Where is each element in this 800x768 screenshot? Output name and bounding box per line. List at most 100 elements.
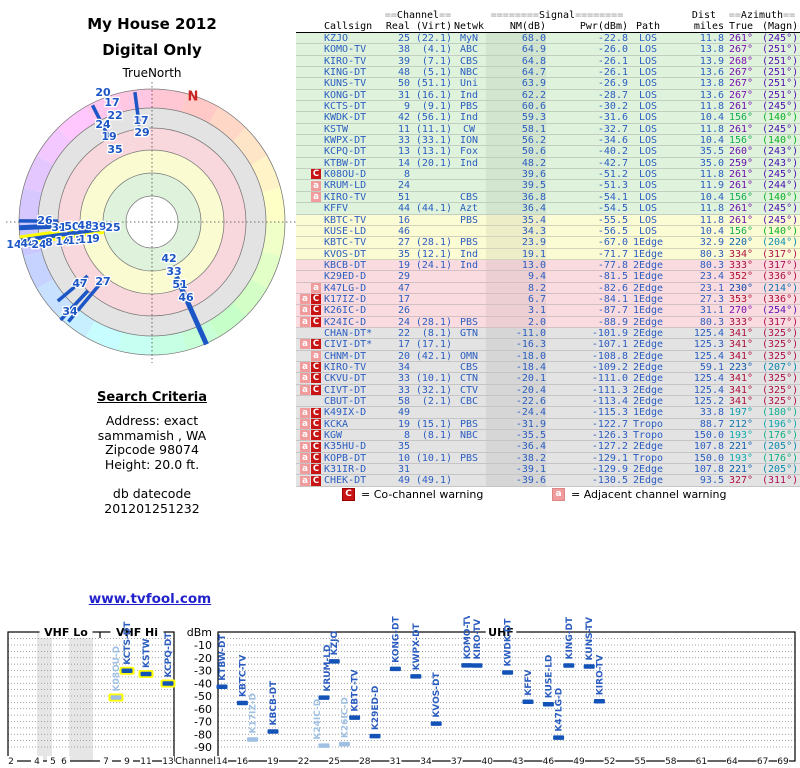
dbm-axis: dBm-10-20-30-40-50-60-70-80-90 xyxy=(187,626,212,754)
cell-nm-db: -38.2 xyxy=(486,452,546,464)
cell-path: LOS xyxy=(638,169,658,181)
cell-virtual-channel xyxy=(410,362,452,372)
channel-tick-label: 4 xyxy=(34,757,40,767)
cell-real-channel: 50 xyxy=(397,78,410,90)
co-channel-marker-icon: C xyxy=(311,430,321,441)
group-header-signal: ========Signal======== xyxy=(490,10,624,21)
cell-real-channel: 14 xyxy=(397,157,410,169)
cell-power-dbm: -42.7 xyxy=(597,157,628,169)
cell-virtual-channel: (2.1) xyxy=(421,396,452,407)
tvfool-home-link[interactable]: www.tvfool.com xyxy=(88,591,212,607)
table-row: a C K49IX-D 49 -24.4 -115.3 1Edge 33.8 197° (180°… xyxy=(296,407,800,419)
signal-bar xyxy=(349,715,361,720)
cell-path: LOS xyxy=(638,123,658,135)
cell-azimuth-magnetic: (140°) xyxy=(762,191,799,203)
cell-real-channel: 24 xyxy=(397,180,410,192)
adjacent-channel-marker-icon: a xyxy=(300,305,310,316)
col-pwr: Pwr(dBm) xyxy=(579,21,628,32)
cell-virtual-channel: (12.1) xyxy=(415,248,452,260)
cell-network: Ind xyxy=(459,89,479,101)
cell-azimuth-true: 261° xyxy=(729,214,754,226)
dbm-tick-label: -80 xyxy=(194,728,212,741)
station-label: KUNS-TV xyxy=(585,617,595,661)
co-channel-marker-icon: C xyxy=(311,339,321,350)
cell-nm-db: 60.6 xyxy=(486,101,546,112)
dbm-tick-label: -70 xyxy=(194,716,212,729)
table-row: CBUT-DT 58 (2.1) CBC -22.6 -113.4 2Edge 125.2 34… xyxy=(296,396,800,408)
table-row: a C CHEK-DT 49 (49.1) -39.6 -130.5 2Edge 93.5 327… xyxy=(296,475,800,487)
cell-azimuth-magnetic: (317°) xyxy=(762,248,799,260)
channel-tick-label: 5 xyxy=(50,757,56,767)
cell-power-dbm: -122.7 xyxy=(591,418,628,430)
cell-network: Ind xyxy=(459,259,479,271)
cell-nm-db: -35.5 xyxy=(486,430,546,441)
cell-path: 2Edge xyxy=(632,475,664,487)
search-city-line: sammamish , WA xyxy=(97,427,207,443)
table-row: a CHNM-DT 20 (42.1) OMN -18.0 -108.8 2Edge 125.4… xyxy=(296,350,800,362)
warning-markers xyxy=(296,146,324,156)
cell-virtual-channel: (13.1) xyxy=(415,146,452,158)
cell-nm-db: -24.4 xyxy=(486,407,546,418)
cell-distance-miles: 11.8 xyxy=(699,203,724,215)
cell-distance-miles: 11.8 xyxy=(699,214,724,226)
cell-distance-miles: 35.0 xyxy=(699,157,724,169)
cell-callsign: KSTW xyxy=(324,123,349,135)
station-label: K29ED-D xyxy=(371,686,381,731)
table-row: KCPQ-DT 13 (13.1) Fox 50.6 -40.2 LOS 35.5 260° (2… xyxy=(296,146,800,158)
cell-network: MyN xyxy=(459,33,479,44)
co-channel-marker-icon: C xyxy=(311,407,321,418)
channel-axis: 2 4 5 6 7 9 11 13 14 16 19 22 25 28 31 34 37 40 43 46 49 52 55… xyxy=(5,756,789,767)
cell-nm-db: 64.8 xyxy=(486,55,546,67)
co-channel-marker-icon: C xyxy=(311,441,321,452)
cell-distance-miles: 23.4 xyxy=(699,271,724,283)
cell-azimuth-magnetic: (176°) xyxy=(762,430,799,442)
channel-number-label: 14 xyxy=(6,238,22,251)
channel-number-label: 24 xyxy=(31,238,47,251)
channel-number-label: 34 xyxy=(62,305,78,318)
cell-real-channel: 29 xyxy=(397,271,410,283)
cell-azimuth-magnetic: (317°) xyxy=(762,259,799,271)
cell-nm-db: 58.1 xyxy=(486,123,546,135)
station-label: KIRO-TV xyxy=(473,619,483,660)
cell-callsign: KOMO-TV xyxy=(324,44,367,56)
cell-path: 1Edge xyxy=(632,271,664,283)
channel-number-label: 25 xyxy=(105,221,120,234)
cell-path: LOS xyxy=(638,33,658,44)
cell-callsign: K08OU-D xyxy=(324,169,367,181)
col-path: Path xyxy=(635,21,661,32)
cell-virtual-channel xyxy=(410,407,452,417)
cell-network: ION xyxy=(459,135,479,147)
cell-real-channel: 11 xyxy=(397,123,410,135)
cell-azimuth-magnetic: (196°) xyxy=(762,418,799,430)
adjacent-channel-marker-icon: a xyxy=(552,488,565,501)
cell-azimuth-magnetic: (325°) xyxy=(762,339,799,351)
cell-nm-db: -11.0 xyxy=(486,327,546,339)
signal-bar xyxy=(338,741,350,747)
cell-callsign: KVOS-DT xyxy=(324,248,367,260)
cell-path: 2Edge xyxy=(632,464,664,476)
channel-number-label: 33 xyxy=(166,265,181,278)
station-label: K26IC-D xyxy=(340,697,350,738)
col-virt: (Virt) xyxy=(415,21,452,32)
signal-bar xyxy=(121,668,133,674)
warning-markers: a xyxy=(296,191,324,202)
cell-nm-db: 56.2 xyxy=(486,135,546,146)
cell-power-dbm: -127.2 xyxy=(591,441,628,453)
channel-tick-label: 37 xyxy=(451,757,462,767)
warning-markers xyxy=(296,158,324,168)
cell-virtual-channel: (11.1) xyxy=(415,123,452,135)
cell-callsign: CHEK-DT xyxy=(324,475,367,487)
cell-nm-db: -36.4 xyxy=(486,441,546,452)
cell-network xyxy=(452,305,486,315)
azimuth-spoke xyxy=(56,274,89,303)
signal-table: ==Channel== ========Signal======== Dist … xyxy=(296,10,800,487)
cell-power-dbm: -101.9 xyxy=(591,327,628,339)
table-row: a C KIRO-TV 34 CBS -18.4 -109.2 2Edge 59.1 223° (2… xyxy=(296,361,800,374)
cell-azimuth-true: 156° xyxy=(729,135,754,147)
channel-number-label: 17 xyxy=(133,114,148,127)
co-channel-text: = Co-channel warning xyxy=(361,488,484,501)
cell-callsign: K29ED-D xyxy=(324,271,367,283)
